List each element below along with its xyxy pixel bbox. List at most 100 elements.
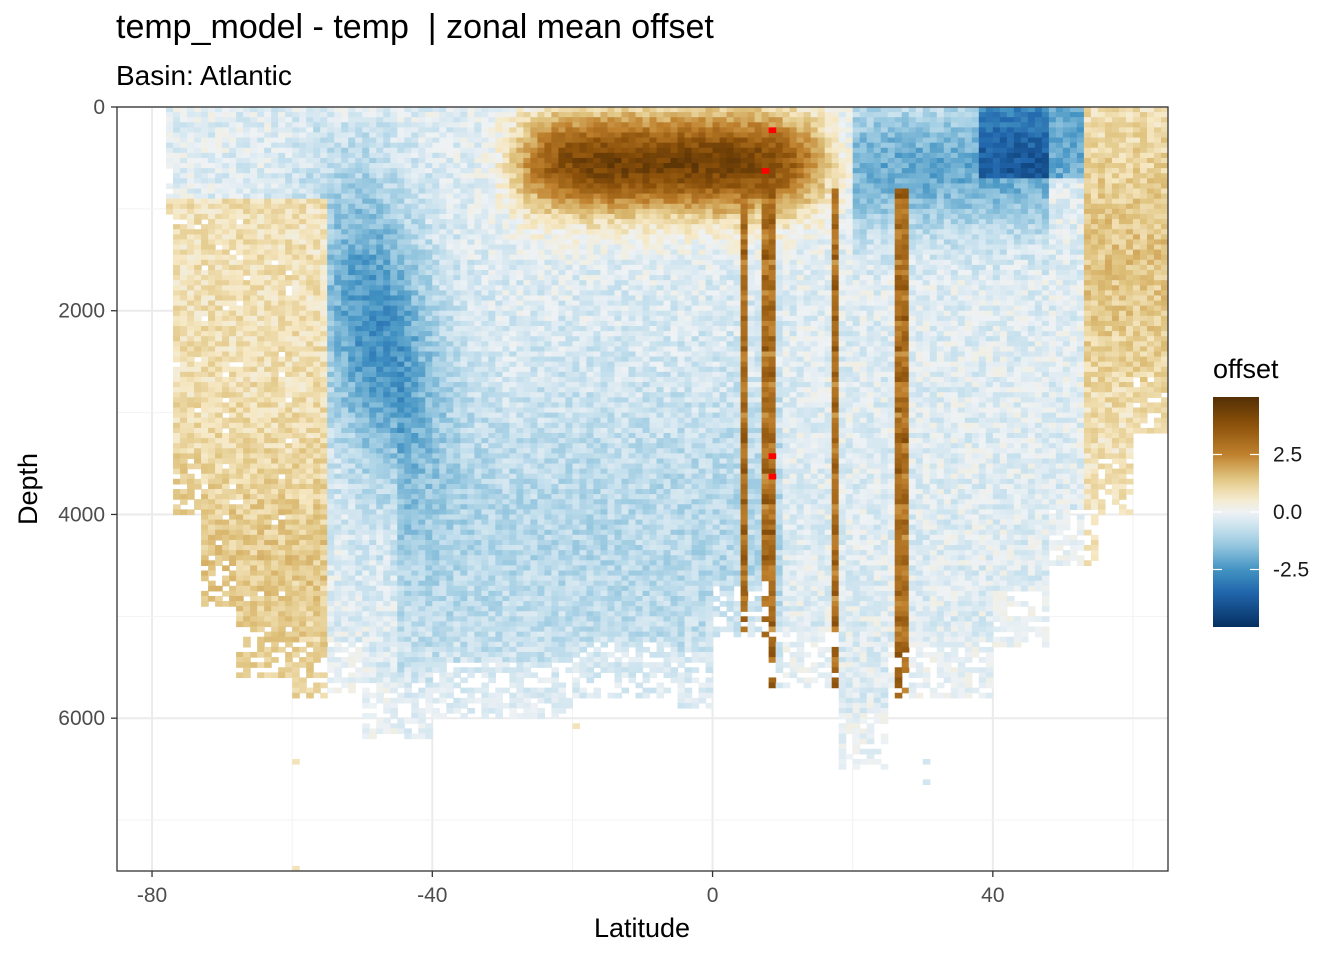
heatmap-cell (201, 224, 209, 230)
heatmap-cell (201, 407, 209, 414)
heatmap-cell (264, 163, 272, 169)
heatmap-cell (404, 213, 412, 220)
heatmap-cell (474, 163, 482, 169)
heatmap-cell (397, 651, 405, 658)
heatmap-cell (299, 519, 307, 526)
heatmap-cell (313, 489, 321, 495)
heatmap-cell (411, 397, 419, 404)
heatmap-cell (481, 575, 489, 582)
heatmap-cell (201, 147, 209, 154)
heatmap-cell (439, 361, 447, 368)
heatmap-cell (355, 376, 363, 383)
heatmap-cell (411, 178, 419, 184)
heatmap-cell (243, 239, 251, 246)
heatmap-cell (236, 458, 244, 465)
heatmap-cell (278, 290, 286, 297)
heatmap-cell (355, 626, 363, 633)
heatmap-cell (334, 412, 342, 419)
heatmap-cell (467, 580, 475, 587)
heatmap-cell (362, 631, 370, 638)
heatmap-cell (229, 290, 237, 297)
heatmap-cell (446, 692, 454, 699)
heatmap-cell (250, 550, 258, 556)
heatmap-cell (453, 453, 461, 460)
heatmap-cell (355, 219, 363, 225)
heatmap-cell (341, 443, 349, 449)
heatmap-cell (271, 422, 279, 429)
heatmap-cell (222, 438, 230, 444)
heatmap-cell (411, 514, 419, 521)
heatmap-cell (173, 239, 181, 246)
heatmap-cell (481, 458, 489, 465)
heatmap-cell (348, 672, 356, 679)
heatmap-cell (187, 509, 195, 516)
heatmap-cell (460, 458, 468, 465)
heatmap-cell (348, 453, 356, 460)
heatmap-cell (236, 280, 244, 286)
heatmap-cell (306, 361, 314, 368)
heatmap-cell (194, 254, 202, 261)
heatmap-cell (208, 127, 216, 134)
heatmap-cell (306, 616, 314, 623)
heatmap-cell (341, 336, 349, 342)
heatmap-cell (376, 539, 384, 546)
heatmap-cell (222, 331, 230, 337)
heatmap-cell (383, 687, 391, 694)
heatmap-cell (425, 219, 433, 225)
heatmap-cell (208, 239, 216, 246)
heatmap-cell (173, 305, 181, 312)
heatmap-cell (306, 142, 314, 149)
heatmap-cell (313, 590, 321, 597)
heatmap-cell (467, 519, 475, 526)
heatmap-cell (425, 117, 433, 123)
heatmap-cell (481, 300, 489, 307)
heatmap-cell (404, 483, 412, 490)
heatmap-cell (355, 651, 363, 658)
heatmap-cell (362, 662, 370, 668)
heatmap-cell (341, 320, 349, 327)
heatmap-cell (404, 290, 412, 297)
heatmap-cell (390, 448, 398, 454)
heatmap-cell (418, 575, 426, 582)
heatmap-cell (278, 173, 286, 179)
heatmap-cell (194, 147, 202, 154)
heatmap-cell (215, 117, 223, 123)
heatmap-cell (467, 173, 475, 179)
heatmap-cell (460, 509, 468, 516)
heatmap-cell (257, 550, 265, 556)
heatmap-cell (446, 560, 454, 566)
heatmap-cell (488, 336, 496, 342)
heatmap-cell (264, 662, 272, 668)
heatmap-cell (257, 580, 265, 587)
heatmap-cell (299, 168, 307, 174)
heatmap-cell (229, 585, 237, 592)
heatmap-cell (453, 565, 461, 572)
heatmap-cell (488, 631, 496, 638)
heatmap-cell (320, 127, 328, 134)
heatmap-cell (334, 208, 342, 215)
heatmap-cell (432, 397, 440, 404)
heatmap-cell (180, 152, 188, 159)
heatmap-cell (446, 657, 454, 663)
heatmap-cell (488, 397, 496, 404)
heatmap-cell (208, 427, 216, 434)
heatmap-cell (271, 193, 279, 200)
heatmap-cell (439, 219, 447, 225)
heatmap-cell (439, 514, 447, 521)
heatmap-cell (369, 504, 377, 510)
heatmap-cell (362, 147, 370, 154)
heatmap-cell (376, 443, 384, 449)
heatmap-cell (481, 320, 489, 327)
heatmap-cell (488, 539, 496, 546)
heatmap-cell (327, 168, 335, 174)
heatmap-cell (243, 432, 251, 439)
heatmap-cell (488, 198, 496, 205)
heatmap-cell (362, 458, 370, 465)
heatmap-cell (481, 702, 489, 709)
heatmap-cell (488, 157, 496, 164)
heatmap-cell (257, 575, 265, 582)
heatmap-cell (348, 534, 356, 541)
heatmap-cell (187, 244, 195, 251)
heatmap-cell (481, 687, 489, 694)
heatmap-cell (355, 341, 363, 347)
